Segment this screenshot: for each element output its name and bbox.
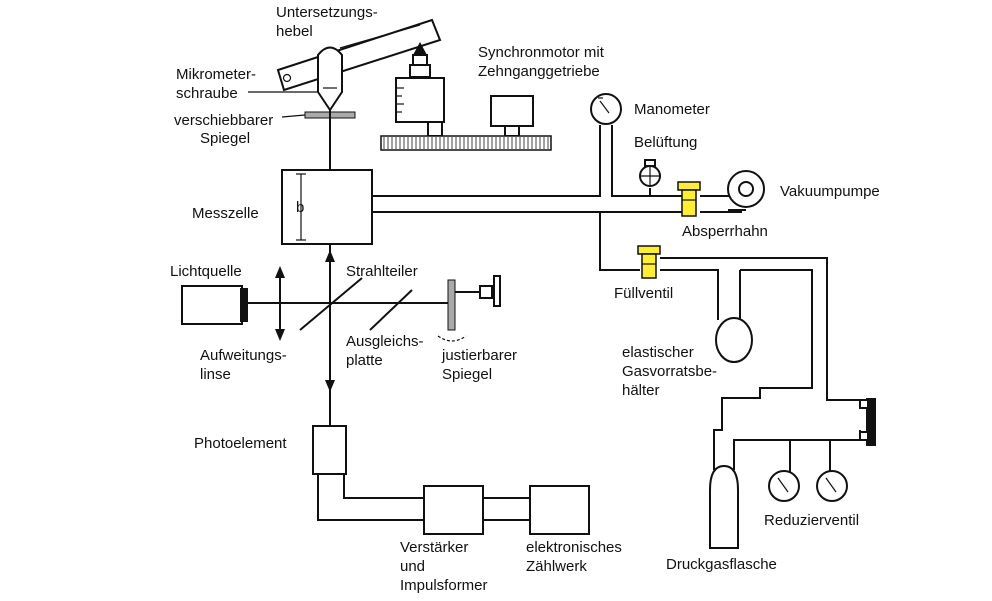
label-druckgasflasche: Druckgasflasche	[666, 556, 777, 573]
label-absperrhahn: Absperrhahn	[682, 223, 768, 240]
label-verstaerker-3: Impulsformer	[400, 577, 488, 594]
reducing-valves	[768, 398, 876, 502]
label-strahlteiler: Strahlteiler	[346, 263, 418, 280]
leader-spiegel	[281, 114, 306, 118]
beam-arrow-down	[325, 380, 335, 392]
label-untersetzungshebel-2: hebel	[276, 23, 313, 40]
label-zaehlwerk-2: Zählwerk	[526, 558, 587, 575]
counter-box	[529, 485, 590, 535]
shutoff-valve	[677, 181, 701, 217]
beam-splitter	[299, 277, 363, 331]
vacuum-pump	[727, 170, 765, 211]
manometer-gauge	[590, 93, 622, 125]
light-source	[181, 285, 248, 325]
label-b: b	[296, 199, 304, 216]
label-manometer: Manometer	[634, 101, 710, 118]
label-vakuumpumpe: Vakuumpumpe	[780, 183, 880, 200]
label-aufweitung-1: Aufweitungs-	[200, 347, 287, 364]
label-ausgleich-2: platte	[346, 352, 383, 369]
label-lichtquelle: Lichtquelle	[170, 263, 242, 280]
label-fuellventil: Füllventil	[614, 285, 673, 302]
label-synchron-1: Synchronmotor mit	[478, 44, 605, 61]
ventilation-valve	[639, 159, 661, 187]
label-mikrometer-2: schraube	[176, 85, 238, 102]
compensation-plate	[369, 289, 413, 331]
label-gasvorrat-1: elastischer	[622, 344, 694, 361]
label-untersetzungshebel-1: Untersetzungs-	[276, 4, 378, 21]
label-aufweitung-2: linse	[200, 366, 231, 383]
label-spiegel-2: Spiegel	[200, 130, 250, 147]
expanding-lens	[275, 266, 285, 341]
filling-valve	[637, 245, 661, 279]
gas-reservoir	[715, 317, 753, 363]
label-spiegel-1: verschiebbarer	[174, 112, 273, 129]
adjustable-mirror	[437, 275, 501, 342]
signal-wiring	[317, 474, 530, 521]
measuring-cell	[281, 169, 373, 245]
gas-cylinder	[709, 464, 739, 549]
label-reduzierventil: Reduzierventil	[764, 512, 859, 529]
label-messzelle: Messzelle	[192, 205, 259, 222]
label-justier-1: justierbarer	[441, 347, 517, 364]
label-belueftung: Belüftung	[634, 134, 697, 151]
label-zaehlwerk-1: elektronisches	[526, 539, 622, 556]
beam-arrow-up	[325, 250, 335, 262]
label-justier-2: Spiegel	[442, 366, 492, 383]
label-synchron-2: Zehnganggetriebe	[478, 63, 600, 80]
micrometer-screw	[317, 46, 343, 112]
label-verstaerker-1: Verstärker	[400, 539, 468, 556]
synchronous-motor	[380, 42, 552, 151]
label-gasvorrat-3: hälter	[622, 382, 660, 399]
label-gasvorrat-2: Gasvorratsbe-	[622, 363, 717, 380]
label-ausgleich-1: Ausgleichs-	[346, 333, 424, 350]
gear-rack	[383, 137, 549, 149]
photo-element	[312, 425, 347, 475]
label-verstaerker-2: und	[400, 558, 425, 575]
label-mikrometer-1: Mikrometer-	[176, 66, 256, 83]
amplifier-box	[423, 485, 484, 535]
label-photoelement: Photoelement	[194, 435, 287, 452]
